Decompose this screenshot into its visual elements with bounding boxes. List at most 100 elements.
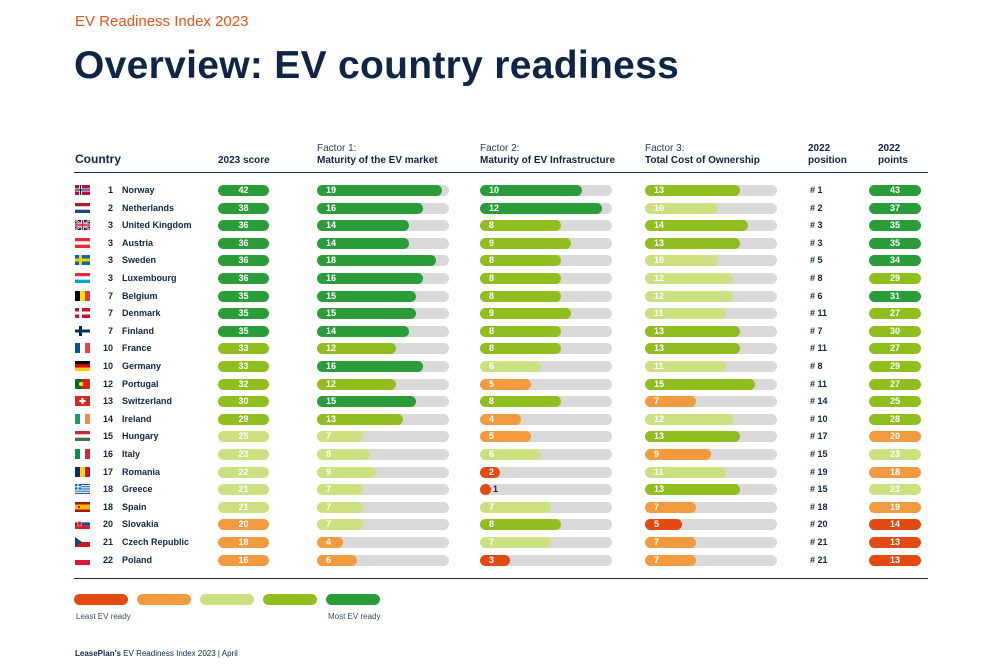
legend-swatch (263, 594, 317, 605)
factor1-bar-value: 13 (326, 413, 337, 424)
header-position-line1: 2022 (808, 143, 831, 154)
country-name: Denmark (122, 308, 161, 319)
factor1-bar: 15 (317, 290, 449, 302)
factor2-bar: 10 (480, 185, 612, 196)
country-name: Hungary (122, 431, 159, 442)
factor1-bar-value: 19 (326, 185, 337, 195)
factor1-bar-fill (317, 449, 370, 460)
factor2-bar-fill (480, 185, 582, 196)
factor2-bar: 7 (480, 537, 612, 548)
flag-italy-icon (75, 449, 90, 459)
factor3-bar: 7 (645, 554, 777, 566)
points-2022-badge: 27 (869, 308, 921, 320)
factor2-bar-fill (480, 378, 531, 390)
country-name: Switzerland (122, 396, 173, 407)
factor1-bar: 12 (317, 378, 449, 390)
factor2-bar-value: 8 (489, 325, 495, 336)
header-2022-points: 2022 points (878, 143, 908, 167)
country-name: Greece (122, 484, 153, 495)
factor3-bar-fill (645, 273, 733, 284)
factor2-bar-value: 9 (489, 237, 495, 248)
header-divider (74, 172, 928, 173)
factor2-bar-value: 7 (489, 501, 495, 512)
score-badge: 21 (218, 484, 269, 496)
country-name: Austria (122, 237, 154, 248)
factor2-bar: 3 (480, 554, 612, 566)
factor1-bar-value: 8 (326, 449, 332, 459)
factor3-bar-value: 7 (654, 554, 660, 565)
points-2022-badge: 31 (869, 290, 921, 302)
factor2-bar-fill (480, 396, 561, 408)
position-2022: # 3 (810, 237, 823, 248)
rank-value: 3 (107, 220, 113, 231)
footer-divider (74, 578, 928, 579)
factor3-bar-fill (645, 255, 718, 267)
country-name: Germany (122, 361, 162, 371)
position-2022: # 10 (810, 413, 828, 424)
position-2022: # 14 (810, 396, 828, 407)
header-factor3: Factor 3: Total Cost of Ownership (645, 143, 760, 167)
rank-value: 12 (102, 378, 113, 389)
factor3-bar-fill (645, 431, 740, 443)
factor2-bar: 8 (480, 273, 612, 284)
rank-value: 18 (102, 501, 113, 512)
flag-portugal-icon (75, 378, 90, 389)
factor2-bar-fill (480, 273, 561, 284)
header-factor3-line2: Total Cost of Ownership (645, 155, 760, 166)
factor3-bar-value: 15 (654, 378, 665, 389)
factor2-bar-value: 5 (489, 431, 495, 442)
factor2-bar-fill (480, 413, 521, 425)
points-2022-badge: 34 (869, 255, 921, 267)
factor2-bar-value: 7 (489, 537, 495, 547)
position-2022: # 21 (810, 554, 828, 565)
factor1-bar-value: 15 (326, 396, 337, 407)
flag-france-icon (75, 343, 90, 354)
factor1-bar-value: 14 (326, 220, 337, 231)
factor2-bar: 5 (480, 431, 612, 443)
factor2-bar: 5 (480, 378, 612, 390)
rank-value: 21 (102, 537, 113, 547)
factor3-bar-value: 13 (654, 185, 665, 195)
points-2022-badge: 27 (869, 378, 921, 390)
factor1-bar-fill (317, 185, 442, 196)
flag-luxembourg-icon (75, 273, 90, 283)
rank-value: 14 (102, 413, 113, 424)
factor3-bar-value: 11 (654, 308, 664, 319)
factor2-bar-value: 8 (489, 290, 495, 301)
score-badge: 36 (218, 255, 269, 267)
score-badge: 21 (218, 501, 269, 513)
header-score: 2023 score (218, 155, 270, 167)
factor2-bar: 8 (480, 220, 612, 232)
country-name: Czech Republic (122, 537, 190, 547)
factor3-bar-fill (645, 290, 733, 302)
flag-poland-icon (75, 554, 90, 565)
country-name: Slovakia (122, 519, 159, 530)
factor3-bar: 9 (645, 449, 777, 460)
factor1-bar: 7 (317, 484, 449, 496)
factor1-bar: 7 (317, 431, 449, 443)
rank-value: 10 (102, 361, 113, 371)
factor2-bar: 8 (480, 396, 612, 408)
factor3-bar-fill (645, 343, 740, 355)
factor3-bar-fill (645, 466, 726, 478)
rank-value: 17 (102, 466, 113, 477)
points-2022-badge: 43 (869, 185, 921, 196)
report-supertitle: EV Readiness Index 2023 (75, 13, 249, 30)
factor3-bar-value: 12 (654, 413, 665, 424)
points-2022-badge: 37 (869, 202, 921, 214)
flag-switzerland-icon (75, 396, 90, 407)
factor1-bar-value: 14 (326, 237, 337, 248)
country-name: Ireland (122, 413, 152, 424)
factor1-bar: 16 (317, 273, 449, 284)
header-factor2: Factor 2: Maturity of EV Infrastructure (480, 143, 615, 167)
factor2-bar-value: 8 (489, 519, 495, 530)
rank-value: 2 (107, 202, 113, 213)
table-row: 17 Romania 22 9 2 11 # 19 18 (0, 464, 1002, 481)
factor2-bar-value: 8 (489, 220, 495, 231)
position-2022: # 15 (810, 449, 828, 459)
score-badge: 30 (218, 396, 269, 408)
factor1-bar-value: 16 (326, 273, 337, 283)
factor3-bar: 15 (645, 378, 777, 390)
header-position-line2: position (808, 155, 847, 166)
factor2-bar-value: 12 (489, 202, 500, 213)
